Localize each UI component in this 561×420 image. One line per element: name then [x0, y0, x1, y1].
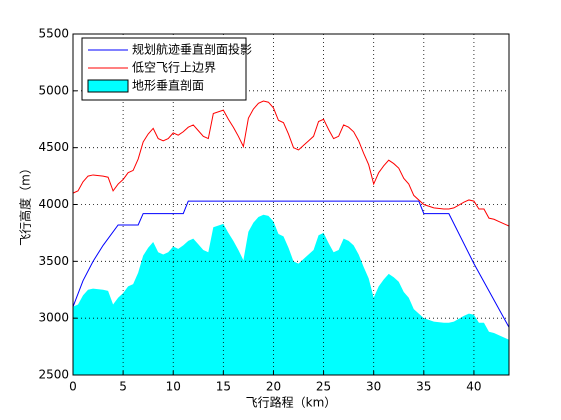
y-tick-label: 5000 [38, 83, 69, 97]
y-tick-label: 2500 [38, 368, 69, 382]
y-tick-label: 3500 [38, 254, 69, 268]
legend-swatch [87, 79, 129, 93]
x-tick-label: 40 [466, 380, 481, 394]
x-tick-label: 20 [266, 380, 281, 394]
y-tick-label: 5500 [38, 27, 69, 41]
x-axis-label: 飞行路程（km） [246, 395, 337, 410]
legend-label: 低空飞行上边界 [132, 61, 216, 75]
legend-label: 地形垂直剖面 [132, 79, 204, 93]
x-tick-label: 35 [416, 380, 431, 394]
x-tick-label: 0 [69, 380, 77, 394]
terrain-area [73, 214, 509, 375]
x-tick-label: 25 [316, 380, 331, 394]
x-tick-label: 10 [166, 380, 181, 394]
x-tick-label: 15 [216, 380, 231, 394]
x-tick-label: 5 [119, 380, 127, 394]
series-line [72, 100, 510, 227]
y-tick-label: 3000 [38, 311, 69, 325]
y-tick-label: 4000 [38, 197, 69, 211]
y-axis-label: 飞行高度（m） [18, 162, 33, 246]
plot-frame [72, 33, 510, 376]
series-line [72, 200, 510, 328]
y-tick-label: 4500 [38, 140, 69, 154]
x-tick-label: 30 [366, 380, 381, 394]
legend-label: 规划航迹垂直剖面投影 [132, 42, 252, 57]
